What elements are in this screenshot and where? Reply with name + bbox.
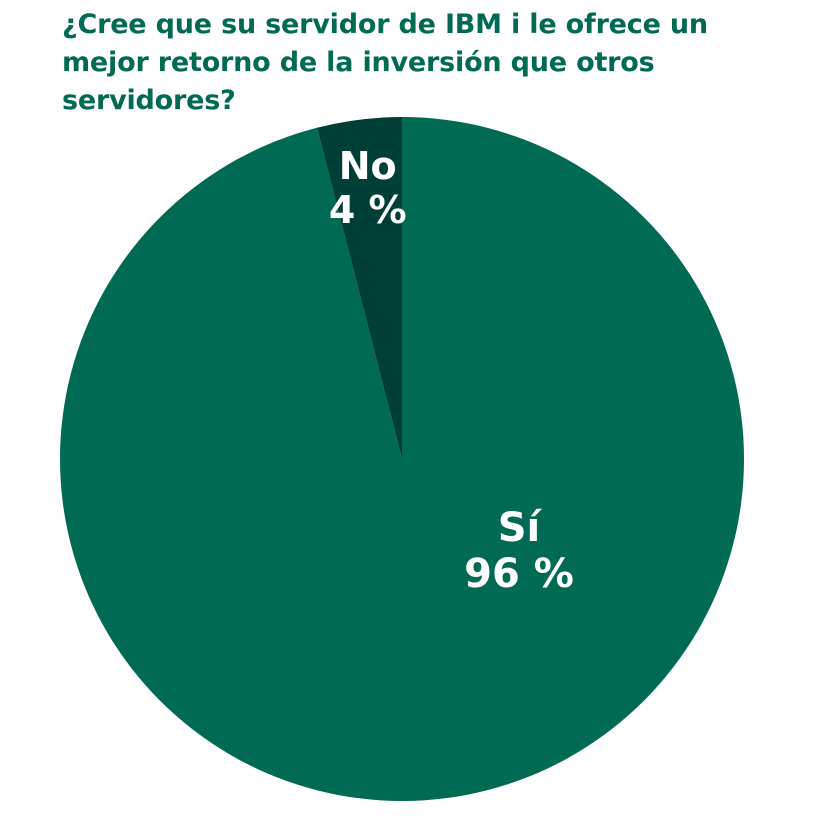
- pie-slices: [59, 117, 745, 801]
- chart-title: ¿Cree que su servidor de IBM i le ofrece…: [62, 9, 708, 116]
- slice-category-label: Sí: [498, 505, 543, 551]
- slice-value-label: 4 %: [329, 188, 407, 232]
- slice-category-label: No: [339, 144, 397, 188]
- pie-slice-no: [316, 117, 402, 459]
- slice-value-label: 96 %: [464, 551, 574, 597]
